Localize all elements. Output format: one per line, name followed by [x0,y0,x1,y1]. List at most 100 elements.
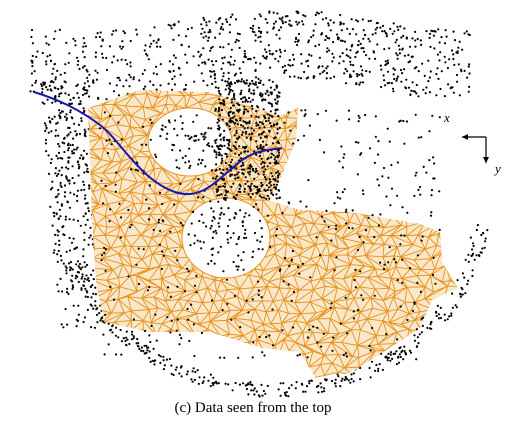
point [113,90,115,92]
point [202,36,204,38]
point [100,45,102,47]
point [84,129,86,131]
point [80,287,82,289]
point [258,133,260,135]
point [431,115,433,117]
point [230,319,232,321]
point [260,41,262,43]
point [63,263,65,265]
point [57,135,59,137]
point [66,291,68,293]
point [245,131,247,133]
point [425,86,427,88]
point [119,79,121,81]
point [90,234,92,236]
point [265,190,267,192]
point [464,292,466,294]
point [59,112,61,114]
point [173,70,175,72]
point [374,58,376,60]
point [60,85,62,87]
point [212,377,214,379]
point [281,16,283,18]
point [64,63,66,65]
point [362,38,364,40]
point [82,273,84,275]
point [105,270,107,272]
point [406,36,408,38]
point [101,53,103,55]
point [45,42,47,44]
point [304,391,306,393]
point [217,190,219,192]
point [74,130,76,132]
point [393,22,395,24]
point [115,172,117,174]
point [358,115,360,117]
point [245,146,247,148]
point [389,360,391,362]
point [327,22,329,24]
point [417,95,419,97]
point [233,232,235,234]
point [72,268,74,270]
point [215,232,217,234]
point [312,34,314,36]
point [223,136,225,138]
point [192,381,194,383]
point [220,172,222,174]
point [192,211,194,213]
point [219,114,221,116]
point [123,337,125,339]
point [346,28,348,30]
point [84,261,86,263]
point [223,145,225,147]
point [133,335,135,337]
point [422,325,424,327]
point [471,248,473,250]
point [359,236,361,238]
point [343,60,345,62]
point [32,42,34,44]
point [375,364,377,366]
point [102,39,104,41]
point [255,203,257,205]
point [348,118,350,120]
point [195,291,197,293]
point [154,314,156,316]
point [414,340,416,342]
point [234,174,236,176]
point [202,196,204,198]
point [284,257,286,259]
point [284,122,286,124]
point [257,36,259,38]
point [204,132,206,134]
point [396,363,398,365]
point [203,241,205,243]
point [393,30,395,32]
point [65,113,67,115]
point [92,293,94,295]
point [468,72,470,74]
point [144,49,146,51]
point [433,162,435,164]
point [457,50,459,52]
point [100,180,102,182]
point [252,168,254,170]
point [255,76,257,78]
point [230,186,232,188]
point [263,115,265,117]
point [252,298,254,300]
point [244,82,246,84]
point [465,259,467,261]
point [277,176,279,178]
point [415,92,417,94]
point [224,80,226,82]
point [150,139,152,141]
point [413,303,415,305]
point [335,225,337,227]
point [154,154,156,156]
point [224,199,226,201]
point [61,158,63,160]
point [326,77,328,79]
